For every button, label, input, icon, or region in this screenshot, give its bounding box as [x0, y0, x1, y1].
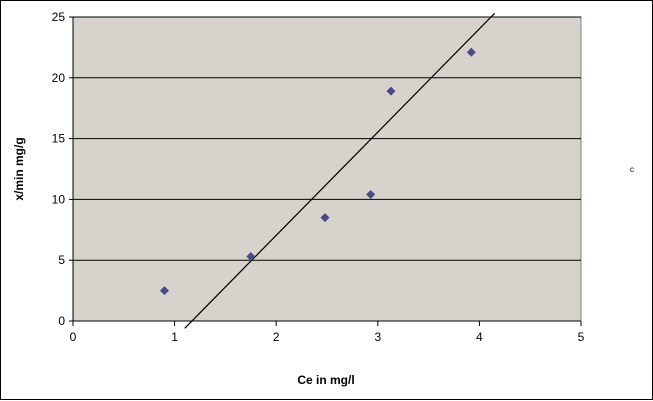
y-tick-label-5: 5: [58, 253, 65, 267]
y-tick-label-0: 0: [58, 314, 65, 328]
data-point: [246, 252, 256, 262]
data-point: [386, 86, 396, 96]
gridlines: [69, 16, 581, 322]
data-point: [466, 47, 476, 57]
data-point: [320, 213, 330, 223]
x-tick-label-4: 4: [476, 330, 483, 344]
x-tick-label-1: 1: [171, 330, 178, 344]
x-tick-label-2: 2: [273, 330, 280, 344]
x-tick-label-0: 0: [70, 330, 77, 344]
x-tick-labels: 0 1 2 3 4 5: [70, 330, 585, 344]
y-tick-label-25: 25: [52, 10, 66, 24]
data-points: [159, 47, 476, 296]
y-axis-title: x/min mg/g: [12, 137, 26, 200]
stray-annotation: c: [630, 165, 634, 174]
data-point: [366, 190, 376, 200]
x-tick-label-5: 5: [578, 330, 585, 344]
axes: [72, 17, 582, 326]
y-tick-label-20: 20: [52, 71, 66, 85]
data-point: [159, 286, 169, 296]
x-tick-label-3: 3: [374, 330, 381, 344]
y-tick-label-15: 15: [52, 132, 66, 146]
plot-area: [72, 16, 582, 322]
x-axis-title: Ce in mg/l: [297, 373, 354, 387]
y-tick-label-10: 10: [52, 192, 66, 206]
trendline-group: [184, 12, 496, 329]
y-tick-labels: 0 5 10 15 20 25: [52, 10, 66, 328]
trendline: [184, 12, 496, 329]
